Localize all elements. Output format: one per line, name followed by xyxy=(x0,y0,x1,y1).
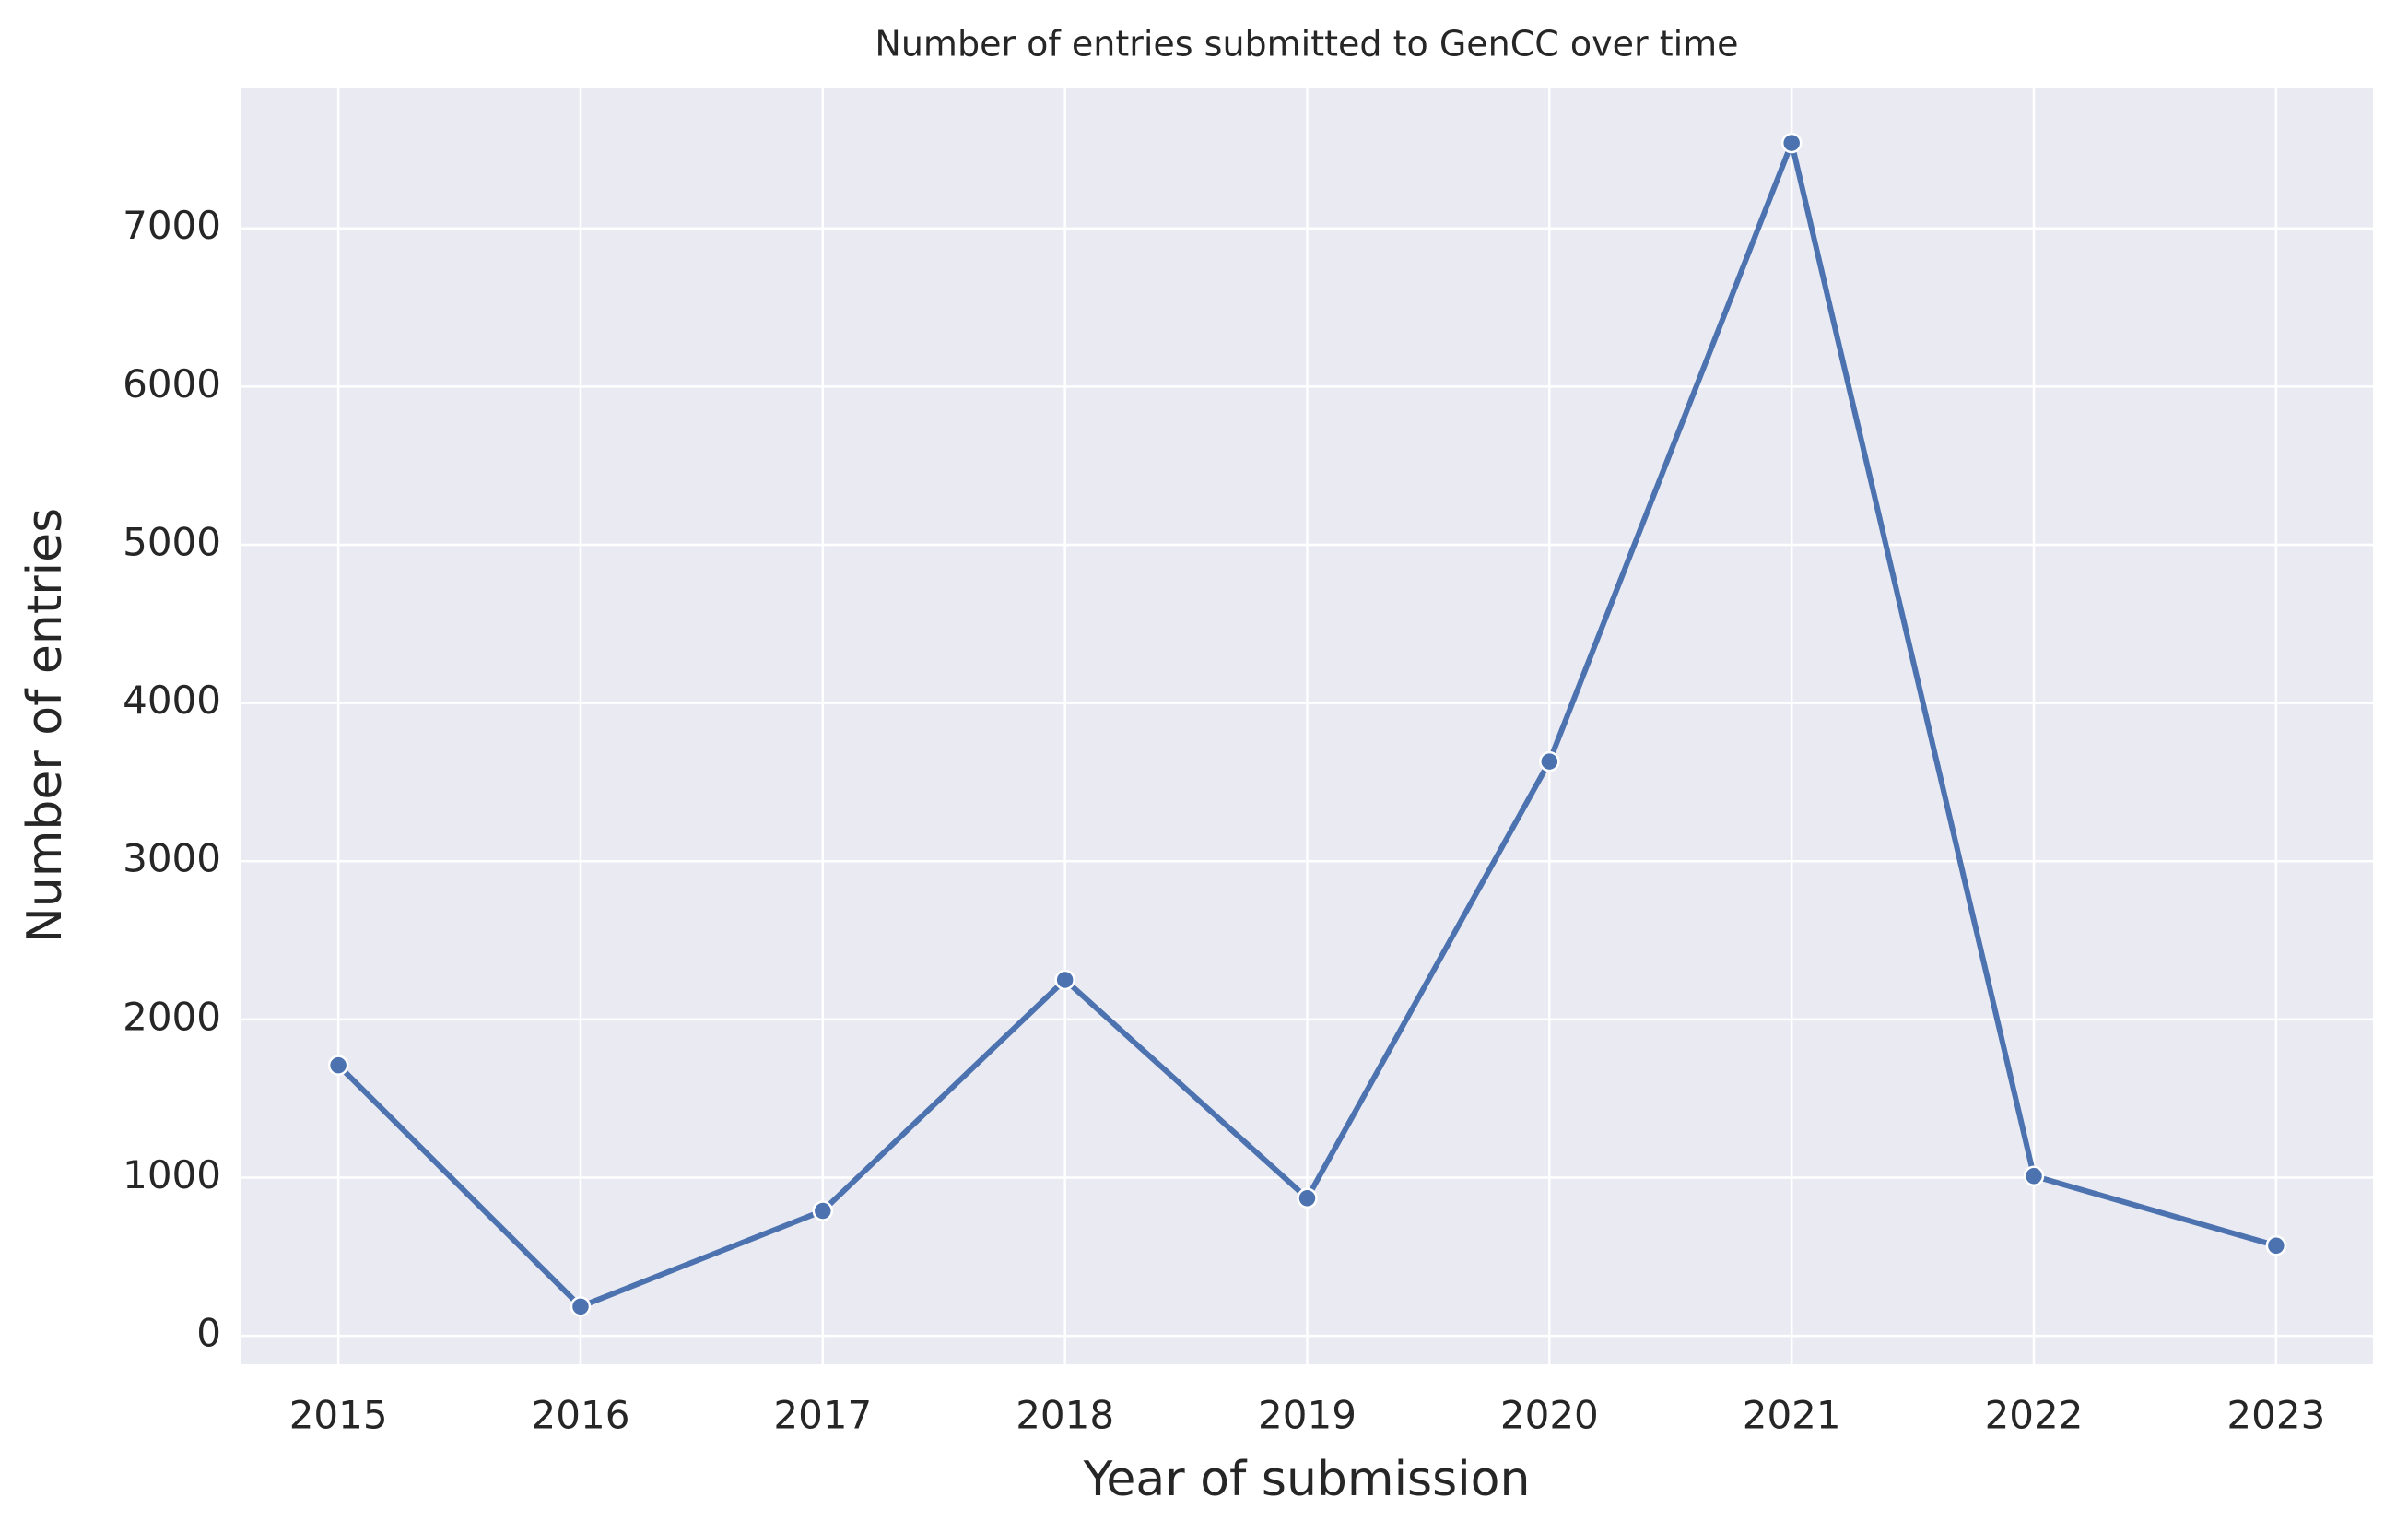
x-axis-label: Year of submission xyxy=(1083,1452,1531,1507)
marker xyxy=(1780,132,1803,154)
x-tick-label: 2017 xyxy=(773,1393,872,1438)
y-tick-label: 1000 xyxy=(123,1152,221,1197)
y-tick-label: 3000 xyxy=(123,836,221,881)
y-tick-label: 7000 xyxy=(123,203,221,248)
x-tick-label: 2021 xyxy=(1743,1393,1841,1438)
x-tick-label: 2023 xyxy=(2226,1393,2325,1438)
x-tick-label: 2018 xyxy=(1016,1393,1114,1438)
x-tick-label: 2015 xyxy=(289,1393,388,1438)
y-tick-label: 0 xyxy=(196,1311,221,1356)
y-tick-label: 4000 xyxy=(123,678,221,723)
x-tick-label: 2020 xyxy=(1500,1393,1599,1438)
marker xyxy=(812,1200,834,1221)
marker xyxy=(327,1055,349,1076)
marker xyxy=(1539,750,1560,772)
marker xyxy=(2023,1165,2045,1187)
y-axis-label: Number of entries xyxy=(18,508,73,943)
chart-title: Number of entries submitted to GenCC ove… xyxy=(875,24,1738,65)
x-tick-label: 2019 xyxy=(1258,1393,1357,1438)
x-tick-label: 2022 xyxy=(1985,1393,2084,1438)
y-tick-label: 6000 xyxy=(123,361,221,407)
marker xyxy=(570,1296,592,1317)
marker xyxy=(2265,1235,2287,1256)
marker xyxy=(1054,969,1075,991)
y-tick-label: 5000 xyxy=(123,519,221,564)
y-tick-label: 2000 xyxy=(123,994,221,1039)
marker xyxy=(1297,1187,1318,1209)
x-tick-label: 2016 xyxy=(532,1393,630,1438)
